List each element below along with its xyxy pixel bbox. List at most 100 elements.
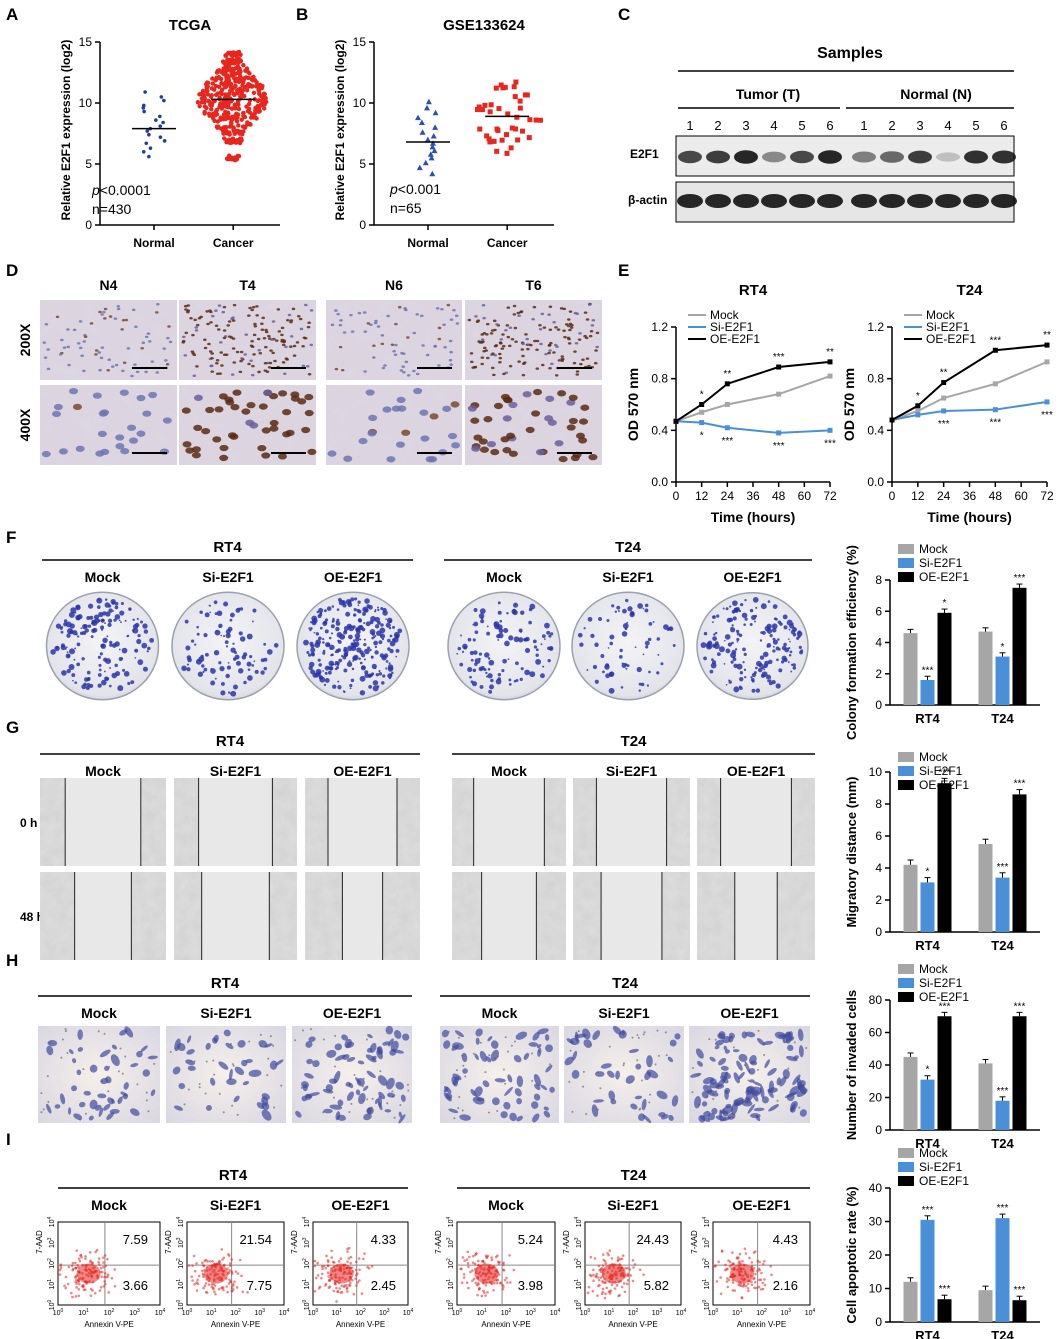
event-point — [471, 1261, 475, 1264]
invaded-cell — [721, 1116, 732, 1122]
nucleus — [247, 362, 251, 366]
invaded-cell — [363, 1085, 369, 1092]
nucleus — [194, 329, 199, 332]
invaded-cell — [667, 1056, 674, 1063]
nucleus — [245, 419, 255, 426]
colony — [326, 642, 331, 647]
x-tick-label: 102 — [355, 1308, 366, 1317]
colony — [359, 661, 363, 665]
nucleus — [437, 337, 442, 341]
y-tick-label: 4 — [875, 636, 882, 650]
membrane-pore — [697, 1074, 700, 1077]
nucleus — [570, 454, 580, 462]
event-point — [228, 1269, 232, 1272]
event-point — [231, 1282, 235, 1286]
invaded-cell — [697, 1060, 703, 1067]
colony — [91, 628, 96, 634]
colony — [61, 670, 67, 676]
nucleus — [214, 324, 219, 327]
invaded-cell — [103, 1103, 111, 1111]
nucleus — [207, 342, 211, 346]
series-point — [776, 364, 782, 370]
nucleus — [402, 371, 406, 374]
event-point — [592, 1279, 595, 1283]
event-point — [616, 1259, 620, 1263]
colony — [330, 632, 334, 635]
nucleus — [239, 350, 244, 354]
colony — [479, 684, 484, 689]
membrane-pore — [117, 1100, 120, 1103]
normal-point — [415, 114, 422, 121]
nucleus — [547, 344, 552, 347]
nucleus — [230, 403, 240, 411]
membrane-pore — [84, 1112, 87, 1115]
colony — [777, 638, 780, 641]
colony — [196, 632, 200, 636]
colony — [749, 608, 754, 613]
colony — [313, 631, 316, 634]
cancer-point — [515, 137, 521, 143]
invaded-cell — [482, 1080, 490, 1088]
nucleus — [562, 329, 566, 333]
membrane-pore — [48, 1041, 51, 1044]
event-point — [104, 1282, 107, 1286]
colony — [780, 660, 785, 664]
invaded-cell — [738, 1053, 748, 1062]
cancer-point — [496, 106, 502, 112]
normal-point — [422, 159, 429, 166]
significance-mark: *** — [824, 438, 836, 449]
membrane-pore — [776, 1099, 779, 1102]
event-point — [621, 1254, 625, 1257]
event-point — [506, 1281, 509, 1284]
nucleus — [307, 373, 312, 376]
colony — [309, 641, 314, 646]
nucleus — [119, 389, 129, 396]
nucleus — [62, 346, 67, 349]
nucleus — [579, 418, 589, 425]
cancer-point — [257, 84, 263, 89]
nucleus — [214, 309, 218, 312]
cancer-point — [197, 104, 202, 109]
colony — [736, 663, 743, 670]
nucleus — [508, 364, 513, 368]
colony — [118, 619, 121, 622]
membrane-pore — [362, 1099, 365, 1102]
invaded-cell — [634, 1095, 643, 1100]
colony — [388, 676, 392, 680]
event-point — [327, 1275, 330, 1278]
colony — [224, 640, 229, 645]
colony — [751, 688, 756, 693]
colony — [630, 611, 635, 616]
cancer-point — [223, 53, 228, 58]
event-point — [313, 1289, 317, 1293]
x-tick-label: 101 — [476, 1308, 487, 1317]
event-point — [370, 1265, 374, 1268]
event-point — [601, 1253, 605, 1256]
nucleus — [78, 320, 83, 323]
colony — [789, 650, 793, 654]
event-point — [325, 1254, 328, 1258]
colony — [626, 621, 629, 624]
colony — [772, 604, 778, 609]
colony — [496, 634, 501, 639]
event-point — [354, 1268, 358, 1272]
colony — [323, 683, 327, 686]
legend-swatch — [898, 1162, 914, 1172]
membrane-pore — [198, 1082, 201, 1085]
e2f1-band — [734, 150, 758, 164]
invaded-cell — [142, 1069, 150, 1077]
invaded-cell — [528, 1042, 539, 1047]
colony — [469, 650, 475, 656]
nucleus — [590, 324, 595, 327]
nucleus — [574, 341, 579, 345]
cancer-point — [233, 158, 238, 163]
x-tick-label: 102 — [756, 1308, 767, 1317]
colony — [251, 664, 255, 667]
invaded-cell — [736, 1060, 743, 1071]
colony — [339, 633, 346, 640]
nucleus — [327, 450, 337, 457]
colony — [497, 672, 502, 677]
nucleus — [211, 314, 215, 318]
y-tick-label: 100 — [446, 1299, 455, 1310]
cancer-point — [229, 106, 235, 111]
